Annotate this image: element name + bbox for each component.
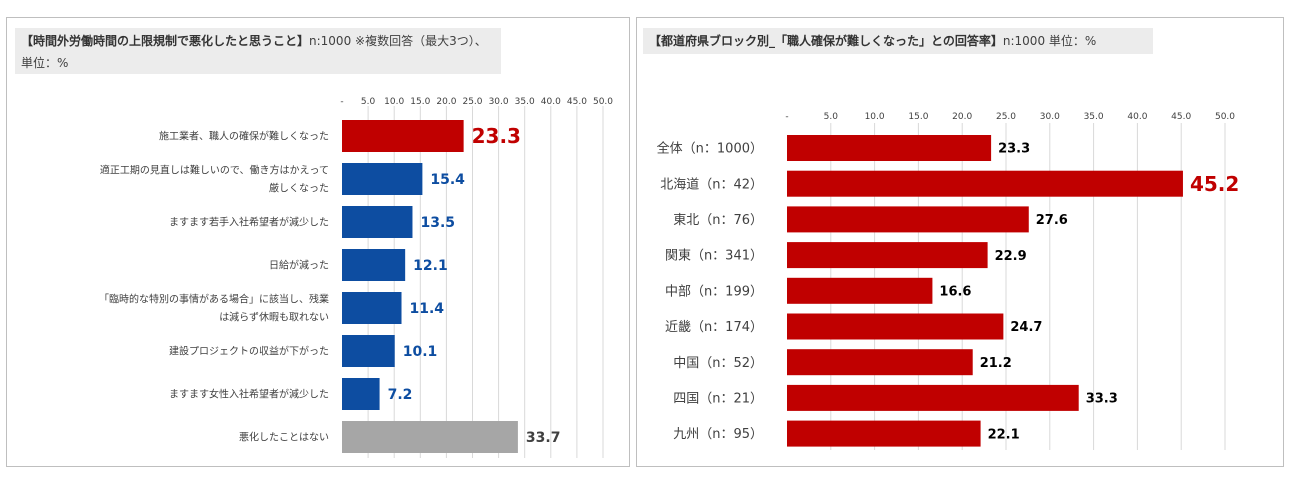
x-tick-label: 40.0 bbox=[1127, 112, 1147, 122]
category-label: 悪化したことはない bbox=[239, 431, 329, 444]
category-label: 中部（n：199） bbox=[665, 284, 763, 299]
bar bbox=[342, 335, 395, 367]
left-chart-panel: 【時間外労働時間の上限規制で悪化したと思うこと】n:1000 ※複数回答（最大3… bbox=[6, 17, 630, 467]
value-label: 7.2 bbox=[388, 387, 413, 403]
value-label: 10.1 bbox=[403, 344, 438, 360]
right-chart-title: 【都道府県ブロック別_「職人確保が難しくなった」との回答率】n:1000 単位：… bbox=[643, 28, 1153, 54]
value-label: 24.7 bbox=[1010, 320, 1042, 335]
bar bbox=[787, 206, 1029, 233]
bar bbox=[787, 420, 981, 447]
bar bbox=[787, 384, 1079, 411]
category-label: 日給が減った bbox=[269, 259, 329, 272]
value-label: 45.2 bbox=[1190, 172, 1239, 196]
category-label: 四国（n：21） bbox=[673, 391, 763, 406]
bar bbox=[342, 120, 464, 152]
x-tick-label: 40.0 bbox=[541, 97, 561, 107]
left-title-unit: 単位：% bbox=[21, 56, 69, 70]
x-tick-label: 15.0 bbox=[410, 97, 430, 107]
x-tick-label: 25.0 bbox=[462, 97, 482, 107]
x-tick-label: 50.0 bbox=[1215, 112, 1235, 122]
category-label: は減らず休暇も取れない bbox=[219, 311, 329, 324]
value-label: 33.7 bbox=[526, 430, 561, 446]
left-title-rest: n:1000 ※複数回答（最大3つ）、 bbox=[309, 34, 487, 48]
category-label: 関東（n：341） bbox=[665, 248, 763, 264]
value-label: 16.6 bbox=[939, 284, 971, 299]
category-label: 適正工期の見直しは難しいので、働き方はかえって bbox=[100, 164, 329, 177]
right-chart-panel: 【都道府県ブロック別_「職人確保が難しくなった」との回答率】n:1000 単位：… bbox=[636, 17, 1284, 467]
value-label: 23.3 bbox=[472, 124, 521, 148]
category-label: ますます若手入社希望者が減少した bbox=[169, 216, 329, 229]
bar bbox=[342, 206, 413, 238]
category-label: 東北（n：76） bbox=[673, 212, 763, 228]
x-tick-label: 10.0 bbox=[384, 97, 404, 107]
bar bbox=[787, 170, 1183, 197]
bar bbox=[342, 163, 423, 195]
value-label: 11.4 bbox=[410, 301, 445, 317]
bar bbox=[342, 292, 402, 324]
category-label: 九州（n：95） bbox=[673, 427, 763, 442]
category-label: 「臨時的な特別の事情がある場合」に該当し、残業 bbox=[99, 293, 329, 306]
x-tick-label: 20.0 bbox=[952, 112, 972, 122]
bar bbox=[787, 349, 973, 376]
x-tick-label: 50.0 bbox=[593, 97, 613, 107]
value-label: 27.6 bbox=[1036, 213, 1068, 228]
left-title-bold: 【時間外労働時間の上限規制で悪化したと思うこと】 bbox=[21, 34, 310, 48]
value-label: 13.5 bbox=[420, 215, 455, 231]
x-tick-label: - bbox=[785, 112, 788, 122]
x-tick-label: - bbox=[340, 97, 343, 107]
bar bbox=[787, 313, 1004, 340]
value-label: 12.1 bbox=[413, 258, 448, 274]
bar bbox=[787, 135, 992, 161]
left-chart-title: 【時間外労働時間の上限規制で悪化したと思うこと】n:1000 ※複数回答（最大3… bbox=[15, 28, 501, 74]
x-tick-label: 10.0 bbox=[865, 112, 885, 122]
category-label: 施工業者、職人の確保が難しくなった bbox=[159, 130, 329, 143]
bar bbox=[342, 378, 380, 410]
x-tick-label: 45.0 bbox=[1171, 112, 1191, 122]
left-chart-svg: - 5.0 10.0 15.0 20.0 25.0 30.0 35.0 40.0 45.0 50.0… bbox=[99, 97, 613, 458]
category-label: 全体（n：1000） bbox=[657, 141, 763, 157]
x-tick-label: 30.0 bbox=[489, 97, 509, 107]
value-label: 33.3 bbox=[1086, 392, 1118, 407]
bar bbox=[342, 249, 406, 281]
x-tick-label: 15.0 bbox=[908, 112, 928, 122]
category-label: 近畿（n：174） bbox=[665, 320, 763, 335]
value-label: 15.4 bbox=[430, 172, 465, 188]
x-tick-label: 35.0 bbox=[515, 97, 535, 107]
right-title-rest: n:1000 単位：% bbox=[1002, 34, 1097, 48]
x-tick-label: 25.0 bbox=[996, 112, 1016, 122]
bar bbox=[342, 421, 518, 453]
value-label: 21.2 bbox=[980, 356, 1012, 371]
x-tick-label: 5.0 bbox=[824, 112, 839, 122]
x-tick-label: 30.0 bbox=[1040, 112, 1060, 122]
bar bbox=[787, 277, 933, 304]
value-label: 23.3 bbox=[998, 142, 1030, 157]
x-tick-label: 5.0 bbox=[361, 97, 376, 107]
value-label: 22.9 bbox=[995, 249, 1027, 264]
category-label: 北海道（n：42） bbox=[660, 177, 763, 192]
category-label: 厳しくなった bbox=[269, 182, 329, 195]
value-label: 22.1 bbox=[988, 427, 1020, 442]
right-title-bold: 【都道府県ブロック別_「職人確保が難しくなった」との回答率】 bbox=[649, 34, 1003, 48]
x-tick-label: 20.0 bbox=[436, 97, 456, 107]
bar bbox=[787, 242, 988, 269]
right-chart-svg: - 5.0 10.0 15.0 20.0 25.0 30.0 35.0 40.0 45.0 50.0… bbox=[657, 112, 1239, 450]
x-tick-label: 35.0 bbox=[1084, 112, 1104, 122]
category-label: 建設プロジェクトの収益が下がった bbox=[169, 345, 329, 358]
x-tick-label: 45.0 bbox=[567, 97, 587, 107]
category-label: ますます女性入社希望者が減少した bbox=[169, 388, 329, 401]
category-label: 中国（n：52） bbox=[673, 356, 763, 371]
